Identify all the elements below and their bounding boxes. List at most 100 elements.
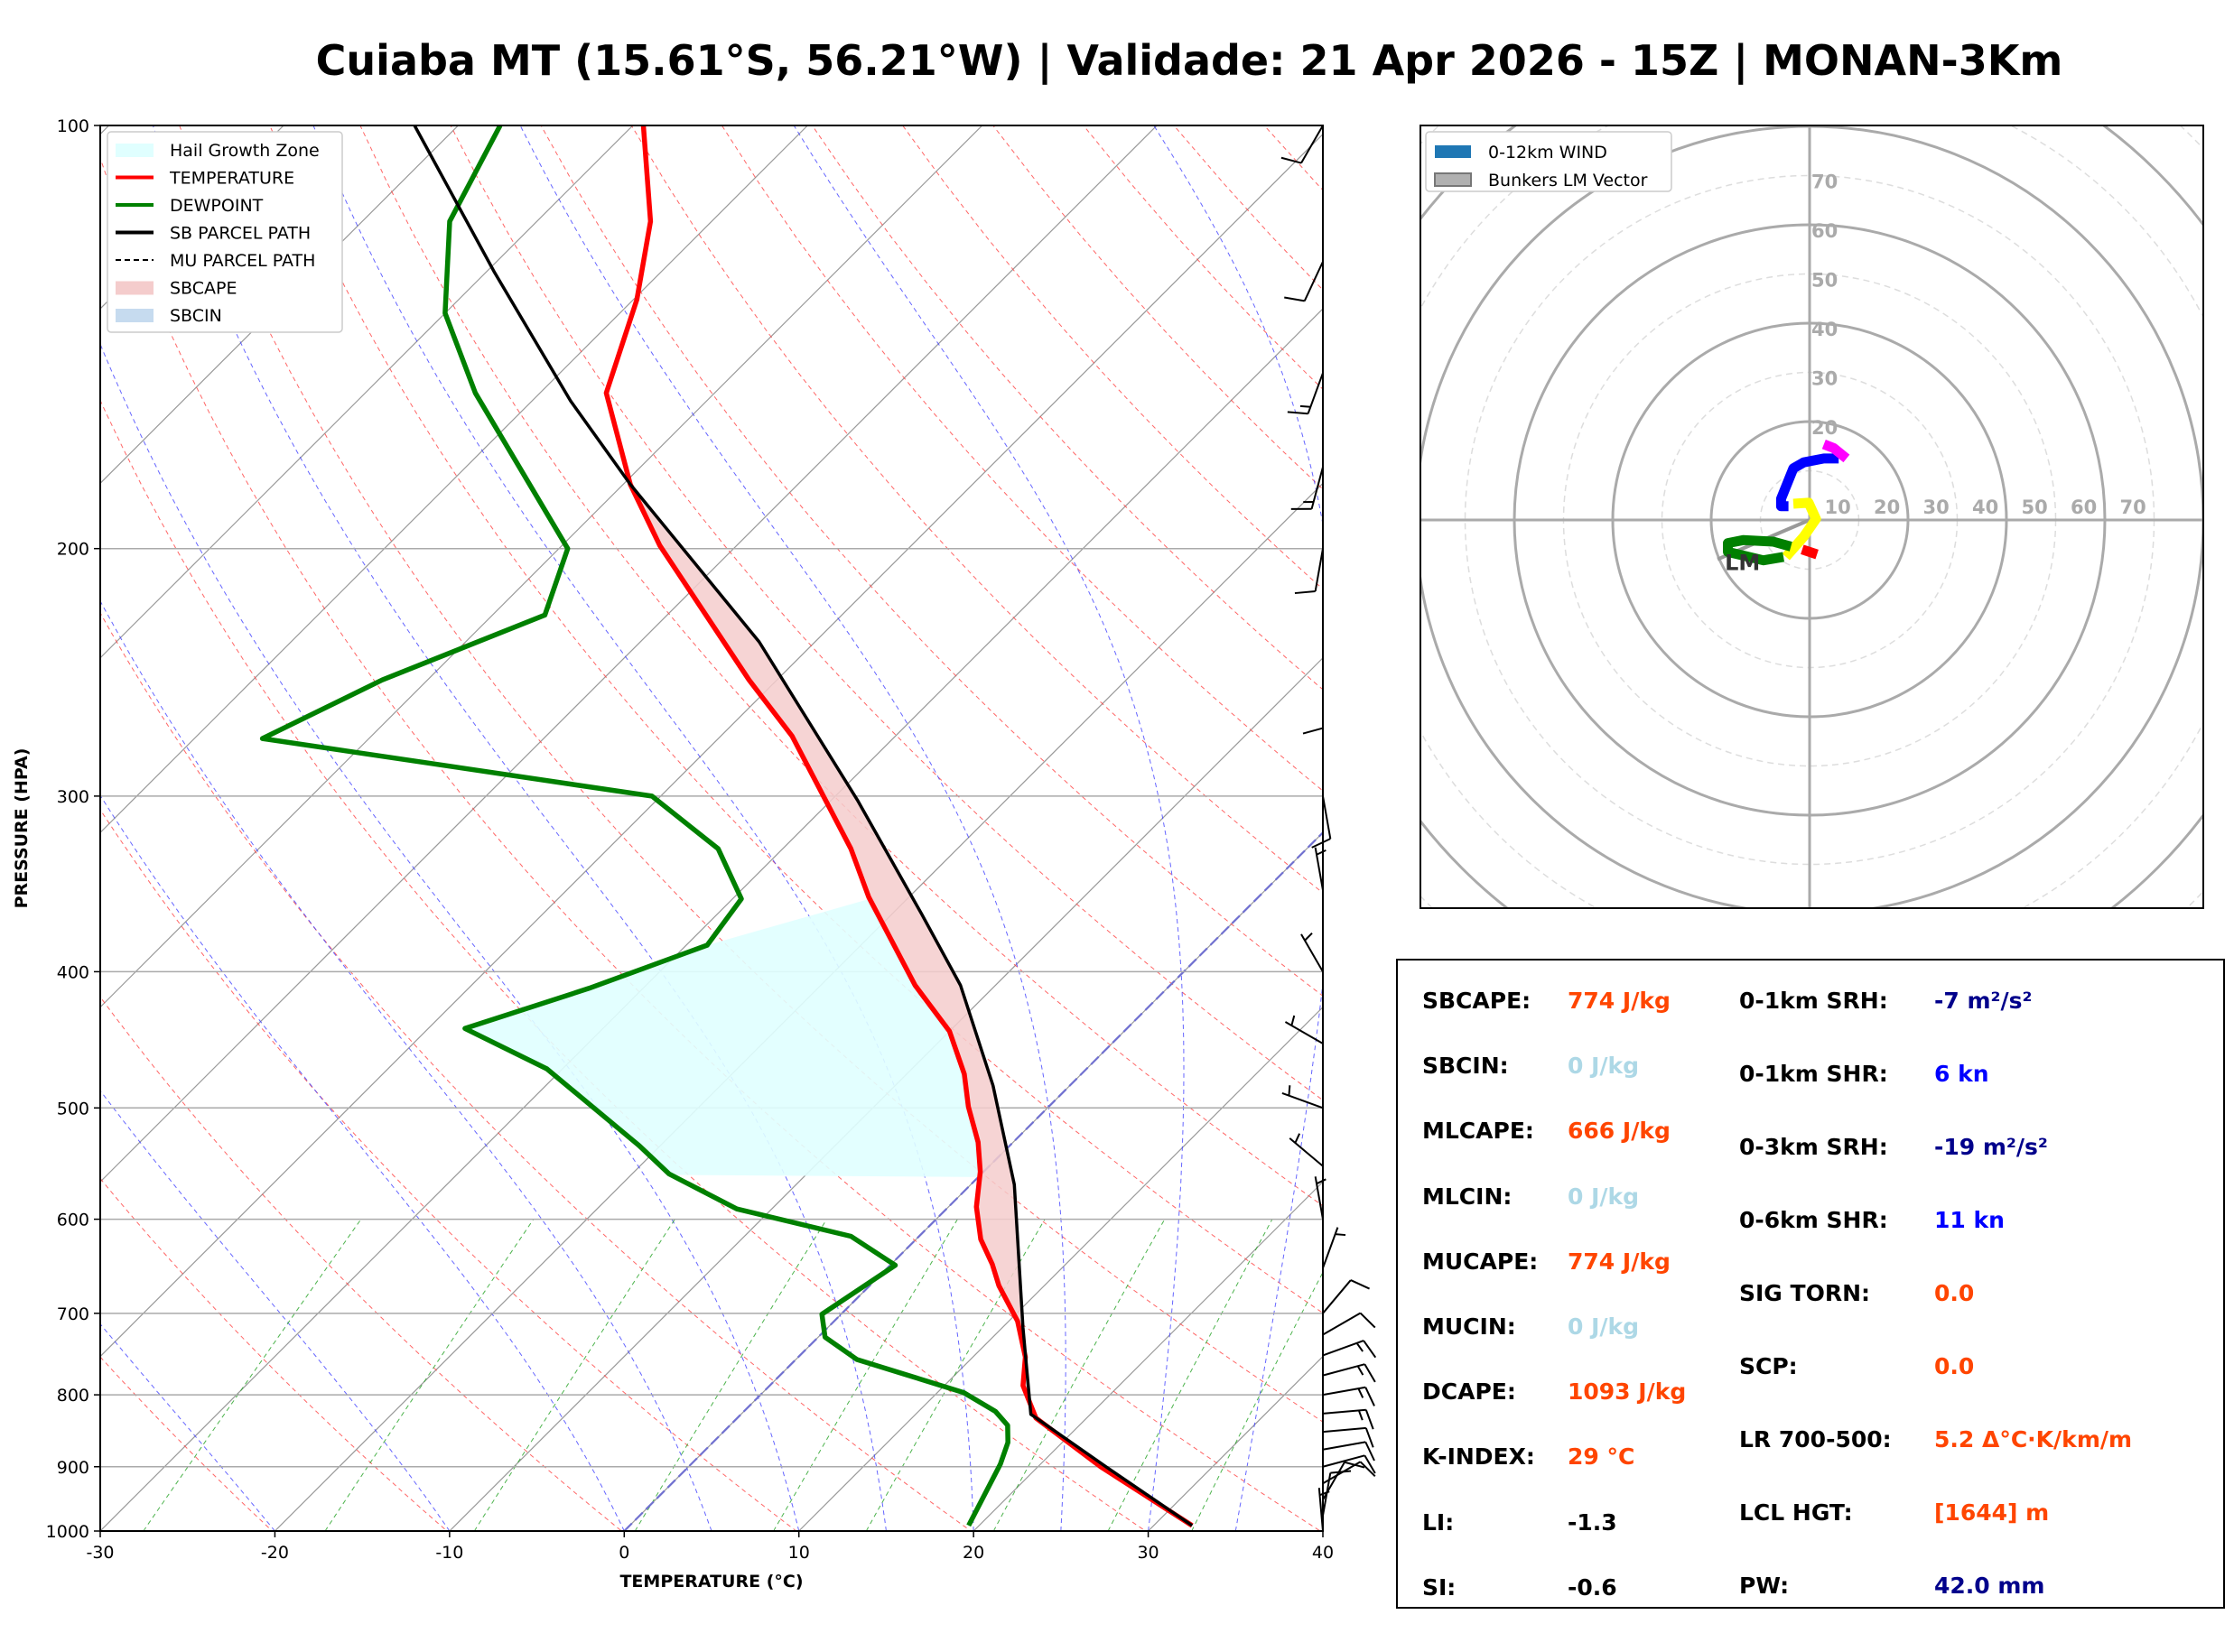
isotherm-line <box>100 125 460 485</box>
isotherm-line <box>100 308 1323 1531</box>
stat-label: DCAPE: <box>1422 1378 1516 1406</box>
stat-label: 0-3km SRH: <box>1739 1134 1888 1160</box>
stat-value: 6 kn <box>1934 1061 1989 1087</box>
stat-value: 29 °C <box>1568 1443 1635 1471</box>
hodograph-legend-box <box>1425 131 1672 192</box>
x-tick-label: -20 <box>261 1543 289 1563</box>
dry-adiabat-line <box>100 156 1322 1531</box>
dry-adiabat-line <box>100 996 623 1531</box>
moist-adiabat-line <box>1153 125 1323 1531</box>
isotherm-line <box>449 656 1323 1531</box>
stat-value: -0.6 <box>1568 1573 1617 1601</box>
stat-label: SCP: <box>1739 1353 1798 1379</box>
y-axis-label: PRESSURE (HPA) <box>12 748 32 909</box>
moist-adiabat-line <box>100 599 712 1531</box>
dry-adiabat-line <box>450 125 1323 1101</box>
stat-label: SBCIN: <box>1422 1053 1509 1080</box>
stat-label: LR 700-500: <box>1739 1426 1892 1452</box>
wind-barb <box>1289 1133 1324 1167</box>
isotherm-line <box>100 125 809 834</box>
wind-barb <box>1322 1227 1346 1269</box>
legend-box <box>107 131 343 333</box>
isotherm-line <box>623 831 1323 1531</box>
y-tick-label: 700 <box>57 1304 89 1324</box>
wind-barb <box>1287 372 1324 415</box>
stat-value: 0 J/kg <box>1568 1313 1640 1340</box>
stats-panel: SBCAPE: 774 J/kg SBCIN: 0 J/kg MLCAPE: 666 J/… <box>1396 959 2225 1609</box>
dry-adiabat-line <box>269 125 1323 1314</box>
mixing-ratio-line <box>324 1219 535 1531</box>
hodograph-ring-label: 30 <box>1923 497 1950 518</box>
wind-barb <box>1322 1454 1376 1474</box>
isotherm-line <box>100 125 983 1008</box>
moist-adiabat-line <box>100 1323 275 1531</box>
skew-t-traces <box>259 125 1194 1528</box>
hodograph-vertical-label: 50 <box>1811 270 1838 292</box>
wind-barbs <box>1280 125 1377 1532</box>
plot-frame <box>99 125 1324 1532</box>
skew-t-background-lines <box>100 125 1323 1531</box>
stat-label: SBCAPE: <box>1422 988 1531 1014</box>
chart-title: Cuiaba MT (15.61°S, 56.21°W) | Validade:… <box>315 36 2063 85</box>
hodograph-ring-label: 70 <box>2120 497 2146 518</box>
hodograph-legend-label: 0-12km WIND <box>1488 143 1607 162</box>
wind-barb <box>1322 1441 1375 1462</box>
stat-label: SIG TORN: <box>1739 1280 1871 1306</box>
mixing-ratio-line <box>1191 1271 1323 1531</box>
y-tick-label: 900 <box>57 1458 89 1478</box>
isotherm-line <box>274 482 1323 1531</box>
y-tick-label: 500 <box>57 1099 89 1118</box>
x-axis-label: TEMPERATURE (°C) <box>619 1572 803 1592</box>
moist-adiabat-line <box>152 125 887 1531</box>
stat-label: MUCIN: <box>1422 1313 1516 1340</box>
hodograph-frame <box>1420 125 2204 909</box>
moist-adiabat-line <box>519 125 1066 1531</box>
dry-adiabat-line <box>100 611 973 1531</box>
legend-swatch <box>116 144 154 157</box>
legend-swatch <box>1435 145 1471 158</box>
hodograph-vertical-label: 20 <box>1811 417 1838 439</box>
hodograph-vertical-label: 70 <box>1811 172 1838 193</box>
wind-barb <box>1314 1176 1326 1220</box>
moist-adiabat-line <box>100 794 625 1531</box>
stat-label: 0-1km SHR: <box>1739 1061 1888 1087</box>
x-tick-label: 0 <box>619 1543 629 1563</box>
stat-value: 774 J/kg <box>1568 988 1671 1014</box>
hodograph-vertical-label: 40 <box>1811 319 1838 340</box>
hodograph-ring-label: 20 <box>1874 497 1900 518</box>
hodograph-segment <box>1723 534 1792 566</box>
wind-barb <box>1281 1085 1324 1109</box>
y-tick-label: 300 <box>57 787 89 807</box>
hodograph-vertical-label: 60 <box>1811 220 1838 242</box>
moist-adiabat-line <box>100 1090 451 1531</box>
mixing-ratio-line <box>473 1219 675 1531</box>
dry-adiabat-line <box>630 125 1323 894</box>
dry-adiabat-line <box>359 125 1323 1207</box>
hodograph-legend-label: Bunkers LM Vector <box>1488 171 1648 190</box>
dry-adiabat-line <box>100 1356 274 1531</box>
legend-label: SBCIN <box>170 306 222 326</box>
x-tick-label: 30 <box>1137 1543 1159 1563</box>
skew-t-axes: -30 -20 -10 0 10 20 30 40 100 200 300 400 500 600 700 8… <box>12 116 1334 1592</box>
wind-barb <box>1322 1363 1376 1383</box>
dry-adiabat-line <box>100 1177 448 1531</box>
sb-parcel-path-trace <box>413 125 1194 1527</box>
stat-value: -1.3 <box>1568 1508 1617 1536</box>
stat-value: -19 m²/s² <box>1934 1134 2048 1160</box>
stat-label: 0-1km SRH: <box>1739 988 1888 1014</box>
moist-adiabat-line <box>793 125 1185 1531</box>
legend-label: Hail Growth Zone <box>170 141 320 161</box>
hodograph-ring-label: 50 <box>2022 497 2048 518</box>
isotherm-line <box>100 125 1158 1183</box>
wind-barb <box>1322 1386 1375 1406</box>
x-tick-label: 10 <box>788 1543 810 1563</box>
stat-value: 42.0 mm <box>1934 1573 2045 1599</box>
zero-isotherm-line <box>623 831 1323 1531</box>
stat-value: 5.2 Δ°C·K/km/m <box>1934 1426 2133 1452</box>
x-tick-label: 40 <box>1312 1543 1334 1563</box>
wind-barb <box>1314 847 1326 891</box>
hodograph-segment <box>1782 497 1821 561</box>
stat-label: SI: <box>1422 1573 1457 1601</box>
y-tick-label: 100 <box>57 116 89 136</box>
dewpoint-trace <box>259 125 1010 1527</box>
